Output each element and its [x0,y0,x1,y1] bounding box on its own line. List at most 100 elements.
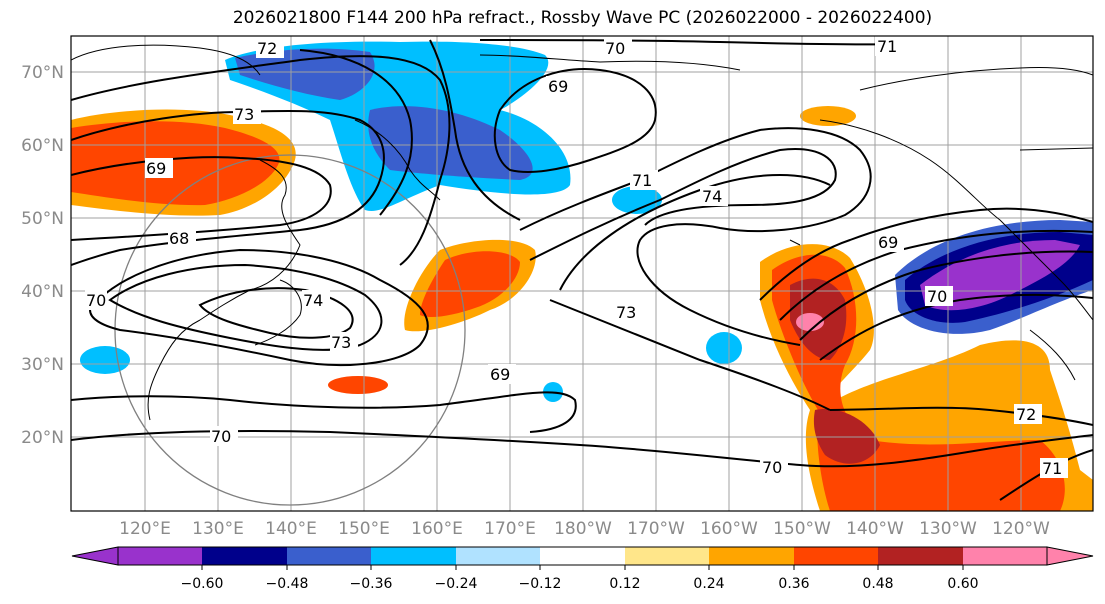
positive-anomaly-region [813,409,880,464]
contour-label: 70 [762,458,782,477]
coastlines [71,44,1093,421]
map-frame [70,35,1094,512]
colorbar-segment [963,547,1047,565]
contour-label-bg [302,290,330,310]
lon-label: 170°E [484,519,536,539]
contour-label: 73 [331,333,351,352]
colorbar-extend-high [1046,546,1094,566]
colorbar: −0.60 −0.48 −0.36 −0.24 −0.12 0.12 0.24 … [71,546,1094,592]
contour-label: 73 [234,105,254,124]
lat-label: 70°N [21,63,64,83]
positive-anomaly-region [800,106,856,126]
colorbar-tick-label: 0.36 [778,576,809,592]
contour-label: 73 [616,303,636,322]
lon-label: 130°E [192,519,244,539]
contour-label-bg [85,290,107,310]
contour-label: 74 [303,291,323,310]
lon-label: 140°W [846,519,904,539]
colorbar-segment [287,547,371,565]
map-title: 2026021800 F144 200 hPa refract., Rossby… [232,8,933,28]
contour-label-bg [614,302,642,322]
negative-anomaly-region [920,240,1080,311]
positive-anomaly-region [71,121,280,206]
lon-label: 170°W [627,519,685,539]
colorbar-segment [625,547,709,565]
lat-label: 40°N [21,282,64,302]
lat-label: 60°N [21,136,64,156]
negative-anomaly-region [80,346,130,374]
contour-label: 69 [490,365,510,384]
lon-label: 140°E [265,519,317,539]
colorbar-segment [540,547,625,565]
lon-label: 150°W [773,519,831,539]
contour-label-bg [488,364,516,384]
contour-label: 72 [257,39,277,58]
contour-label-bg [145,158,173,178]
colorbar-tick-label: −0.60 [181,576,224,592]
lon-labels: 120°E 130°E 140°E 150°E 160°E 170°E 180°… [119,519,1050,539]
contour-label: 71 [1042,459,1062,478]
contour-label-bg [1014,404,1042,424]
contour-label: 70 [605,39,625,58]
contour-label-bg [925,286,953,306]
contour-label-bg [604,38,632,58]
colorbar-tick-label: 0.12 [609,576,640,592]
contour-label: 69 [146,159,166,178]
contour-label-bg [256,38,284,58]
contour-label-bg [330,332,358,352]
contour-label: 70 [211,427,231,446]
contour-label-bg [700,186,728,206]
negative-anomaly-region [235,48,375,100]
contour-label-bg [875,36,903,56]
colorbar-tick-label: −0.36 [350,576,393,592]
colorbar-tick-label: −0.12 [519,576,562,592]
contour-label-bg [760,457,788,477]
contour-label: 69 [548,77,568,96]
colorbar-segment [371,547,456,565]
contour-label-bg [1040,458,1068,478]
contour-label: 70 [86,291,106,310]
lat-label: 30°N [21,355,64,375]
colorbar-tick-label: −0.24 [435,576,478,592]
lat-label: 20°N [21,428,64,448]
colorbar-segment [118,547,202,565]
lon-label: 180°W [554,519,612,539]
lon-label: 130°W [919,519,977,539]
negative-anomaly-region [612,186,662,214]
colorbar-tick-label: 0.24 [693,576,724,592]
colorbar-segment [709,547,794,565]
colorbar-extend-low [71,546,119,566]
contour-label-bg [546,76,574,96]
contour-labels: 72 70 71 69 73 69 71 74 68 70 69 74 70 [85,36,1068,478]
colorbar-tick-label: 0.48 [862,576,893,592]
colorbar-tick-label: 0.60 [947,576,978,592]
colorbar-segment [878,547,963,565]
contour-label-bg [210,426,238,446]
colorbar-tick-label: −0.48 [266,576,309,592]
lon-label: 150°E [338,519,390,539]
colorbar-segment [202,547,287,565]
contour-label: 69 [878,233,898,252]
positive-anomaly-region [328,376,388,394]
colorbar-ticks [201,565,964,570]
lon-label: 160°E [411,519,463,539]
contour-label: 74 [702,187,722,206]
positive-anomaly-region [420,251,520,318]
lon-label: 160°W [700,519,758,539]
negative-anomaly-region [706,332,742,364]
colorbar-outline [117,546,1048,566]
colorbar-segment [794,547,878,565]
colorbar-segment [456,547,540,565]
contour-label-bg [630,170,658,190]
contour-label: 70 [927,287,947,306]
contour-label: 71 [877,37,897,56]
positive-anomaly-region [796,313,824,331]
contour-label: 71 [632,171,652,190]
lon-label: 120°W [992,519,1050,539]
lon-label: 120°E [119,519,171,539]
contour-label-bg [876,232,904,252]
contour-label: 72 [1016,405,1036,424]
reference-circle [114,154,466,506]
contour-label: 68 [169,229,189,248]
